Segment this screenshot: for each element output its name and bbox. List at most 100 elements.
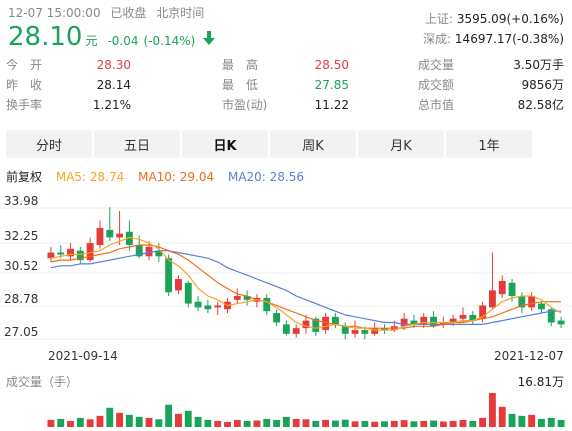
volume-bar (430, 420, 437, 427)
index-shanghai[interactable]: 上证: 3595.09(+0.16%) (423, 12, 564, 26)
stat-value: 28.30 (96, 58, 131, 72)
volume-bar (233, 419, 241, 427)
stat-value: 27.85 (314, 78, 349, 92)
volume-bar (488, 393, 496, 427)
volume-bar (381, 421, 388, 427)
volume-label: 成交量（手） (6, 375, 79, 389)
volume-bar (302, 419, 310, 427)
candle-body (135, 244, 143, 257)
volume-bar (224, 421, 231, 427)
volume-bar (410, 421, 418, 427)
candle-body (538, 303, 545, 310)
volume-bar (469, 420, 477, 427)
candle-body (341, 326, 349, 334)
index-value: 3595.09(+0.16%) (456, 12, 564, 26)
volume-bar (390, 420, 398, 427)
volume-bar (361, 420, 369, 427)
candle-body (292, 328, 300, 334)
volume-bar (273, 419, 280, 427)
tab-4[interactable]: 月K (358, 130, 444, 158)
candle-body (439, 322, 447, 325)
candle-body (194, 301, 202, 308)
tab-2[interactable]: 日K (182, 130, 268, 158)
index-shenzhen[interactable]: 深成: 14697.17(-0.38%) (423, 32, 564, 46)
current-price: 28.10 (8, 22, 83, 52)
quote-datetime: 12-07 15:00:00 已收盘 北京时间 (8, 6, 204, 20)
volume-bar (214, 420, 222, 427)
candle-body (420, 316, 428, 325)
candle-body (214, 305, 222, 308)
volume-bar (508, 413, 516, 427)
candle-body (263, 297, 271, 312)
kline-chart[interactable]: 33.98 32.25 30.52 28.78 27.05 2021-09-14 2021-… (0, 185, 572, 431)
timezone-text: 北京时间 (156, 6, 205, 20)
stat-label: 市盈(动) (222, 98, 268, 112)
volume-bar (253, 420, 261, 427)
volume-bar (135, 416, 143, 427)
candle-body (488, 290, 496, 308)
candle-body (125, 231, 133, 245)
volume-bar (312, 420, 320, 427)
candle-body (47, 252, 55, 259)
stat-value: 3.50万手 (513, 58, 564, 72)
candle-body (322, 316, 330, 331)
stat-label: 今 开 (6, 58, 43, 72)
volume-bar (498, 406, 506, 427)
candle-body (282, 324, 290, 334)
volume-bar (322, 419, 330, 427)
volume-bar (76, 417, 84, 427)
index-value: 14697.17(-0.38%) (454, 32, 564, 46)
volume-max-label: 16.81万 (517, 375, 564, 389)
stat-label: 昨 收 (6, 78, 43, 92)
price-change-pct: (-0.14%) (143, 34, 196, 48)
tab-1[interactable]: 五日 (94, 130, 180, 158)
volume-bar (528, 414, 536, 427)
volume-bar (204, 419, 212, 427)
volume-bar (175, 413, 182, 427)
stat-label: 换手率 (6, 98, 43, 112)
adjust-mode[interactable]: 前复权 (6, 170, 43, 184)
stat-value: 11.22 (314, 98, 349, 112)
volume-bar (194, 416, 202, 427)
tab-5[interactable]: 1年 (446, 130, 532, 158)
ma20-line (50, 250, 562, 325)
currency-unit: 元 (85, 34, 98, 48)
market-status: 已收盘 (110, 6, 147, 20)
volume-bar (292, 418, 300, 427)
stat-label: 最 高 (222, 58, 259, 72)
candle-body (106, 229, 114, 238)
candle-body (381, 328, 388, 331)
volume-bar (351, 421, 359, 427)
candle-body (459, 314, 467, 319)
price-change: -0.04 (107, 34, 139, 48)
candle-body (557, 320, 565, 325)
volume-bar (282, 416, 290, 427)
candle-body (361, 330, 369, 334)
candle-body (518, 296, 526, 308)
volume-bar (57, 418, 65, 427)
volume-bar (538, 418, 545, 427)
tab-3[interactable]: 周K (270, 130, 356, 158)
volume-bar (47, 419, 55, 427)
volume-bar (243, 420, 251, 427)
down-arrow-icon (203, 30, 216, 49)
period-tabs: 分时 五日 日K 周K 月K 1年 (6, 130, 568, 158)
stat-value: 28.50 (314, 58, 349, 72)
candle-body (469, 314, 477, 321)
ma-legend: 前复权 MA5: 28.74 MA10: 29.04 MA20: 28.56 (6, 170, 304, 184)
candle-body (76, 250, 84, 261)
volume-bar (479, 417, 487, 427)
candle-body (116, 233, 124, 238)
volume-bar (86, 419, 94, 427)
x-tick-label: 2021-12-07 (494, 349, 564, 363)
candle-body (498, 280, 506, 295)
candle-body (96, 227, 104, 245)
candle-body (57, 252, 65, 255)
price-block: 28.10 元 -0.04 (-0.14%) (8, 22, 216, 52)
index-name: 上证: (424, 12, 453, 26)
ma20-legend: MA20: 28.56 (227, 170, 305, 184)
volume-bar (116, 412, 124, 427)
tab-0[interactable]: 分时 (6, 130, 92, 158)
y-tick-label: 28.78 (4, 292, 38, 306)
ma10-legend: MA10: 29.04 (138, 170, 215, 184)
